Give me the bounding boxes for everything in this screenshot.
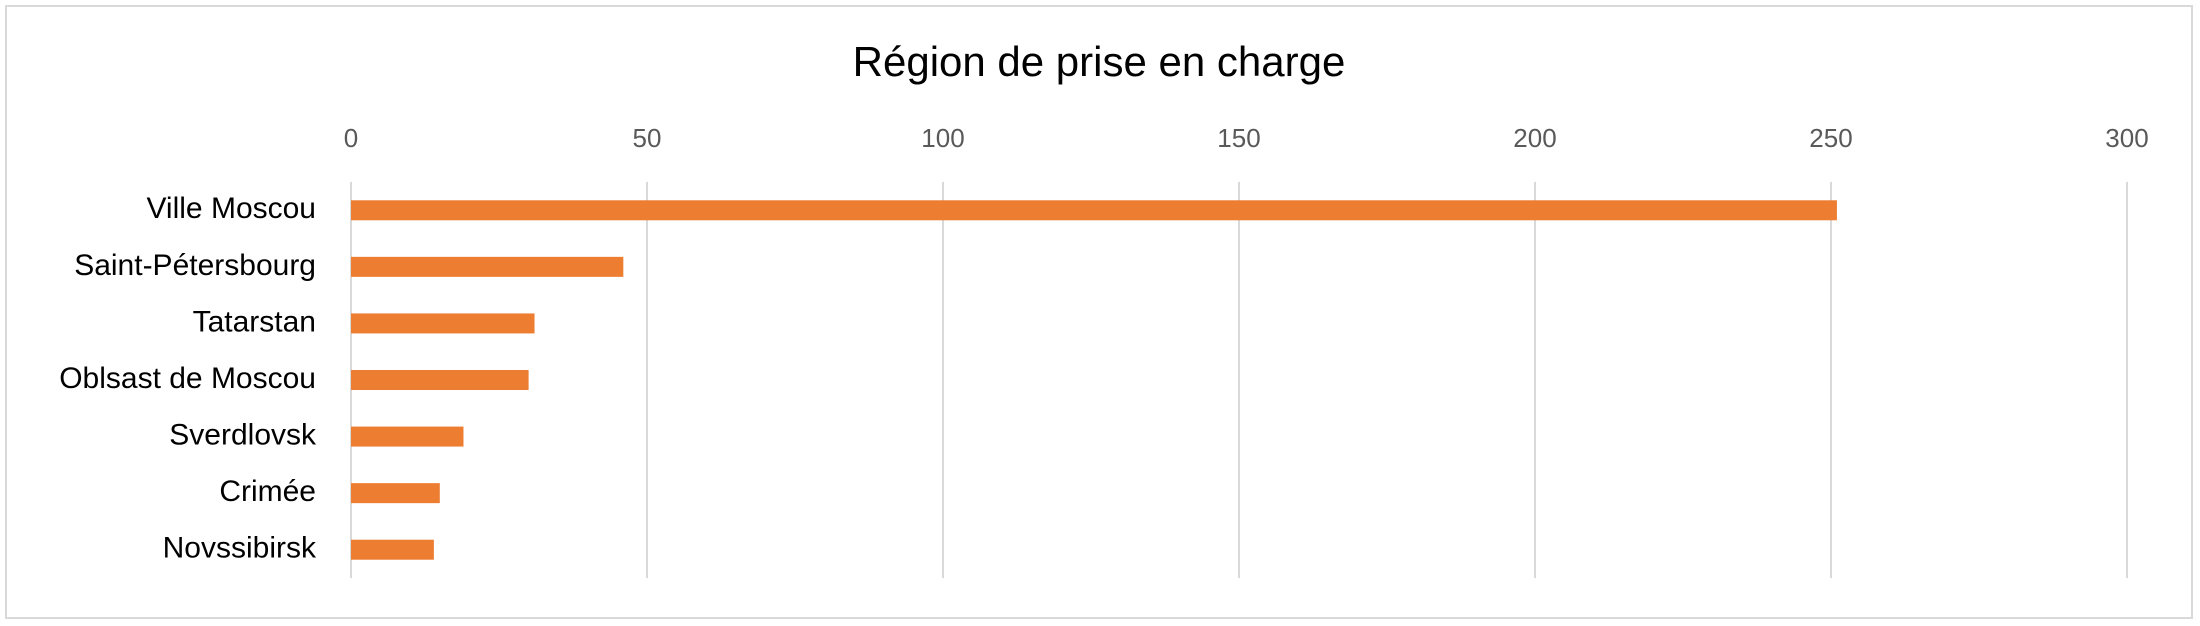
x-tick-label: 100 bbox=[921, 123, 964, 153]
x-tick-label: 200 bbox=[1513, 123, 1556, 153]
bar bbox=[351, 483, 440, 504]
bar bbox=[351, 539, 434, 560]
bar bbox=[351, 256, 624, 277]
x-tick-label: 50 bbox=[633, 123, 662, 153]
bar bbox=[351, 200, 1837, 221]
x-tick-label: 150 bbox=[1217, 123, 1260, 153]
y-tick-label: Sverdlovsk bbox=[169, 418, 317, 451]
y-tick-label: Tatarstan bbox=[193, 305, 316, 338]
y-tick-label: Ville Moscou bbox=[146, 192, 316, 225]
bar bbox=[351, 426, 464, 447]
y-tick-label: Novssibirsk bbox=[163, 532, 317, 565]
y-tick-label: Oblsast de Moscou bbox=[59, 362, 316, 395]
chart-frame bbox=[5, 5, 2193, 619]
y-tick-label: Saint-Pétersbourg bbox=[74, 249, 316, 282]
x-tick-label: 250 bbox=[1809, 123, 1852, 153]
y-tick-label: Crimée bbox=[219, 475, 316, 508]
bar bbox=[351, 313, 535, 334]
x-tick-label: 300 bbox=[2105, 123, 2148, 153]
chart-title: Région de prise en charge bbox=[853, 38, 1346, 85]
bar bbox=[351, 370, 529, 390]
x-tick-label: 0 bbox=[344, 123, 358, 153]
